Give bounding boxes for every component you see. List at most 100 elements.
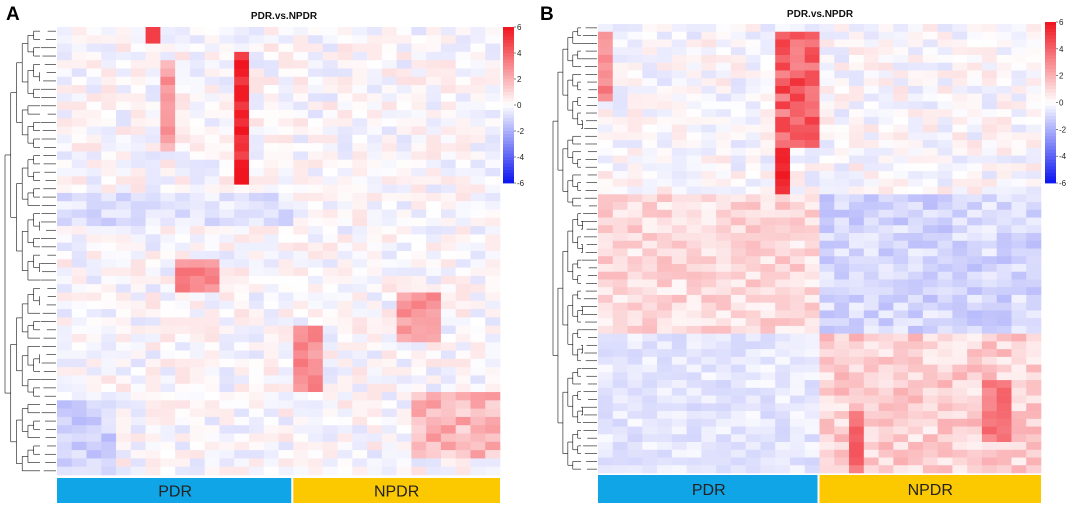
heatmap-cell [967, 271, 983, 280]
heatmap-cell [175, 93, 191, 102]
heatmap-cell [612, 287, 628, 296]
heatmap-cell [57, 400, 73, 409]
heatmap-cell [937, 318, 953, 327]
heatmap-cell [101, 209, 117, 219]
heatmap-cell [671, 310, 687, 319]
heatmap-cell [922, 54, 938, 64]
heatmap-cell [612, 202, 628, 211]
heatmap-cell [101, 292, 117, 302]
heatmap-cell [716, 163, 732, 172]
heatmap-cell [352, 458, 368, 468]
heatmap-cell [967, 124, 983, 133]
heatmap-cell [396, 400, 412, 409]
heatmap-cell [789, 70, 806, 79]
heatmap-cell [819, 155, 835, 164]
heatmap-cell [293, 309, 309, 318]
heatmap-cell [130, 151, 146, 161]
heatmap-cell [612, 279, 628, 288]
heatmap-cell [863, 356, 879, 365]
heatmap-cell [922, 155, 938, 164]
heatmap-cell [308, 367, 324, 376]
heatmap-cell [396, 267, 412, 277]
heatmap-cell [101, 242, 117, 252]
heatmap-cell [627, 434, 643, 443]
heatmap-cell [381, 60, 397, 69]
heatmap-cell [278, 450, 294, 459]
heatmap-cell [308, 342, 324, 351]
heatmap-cell [411, 168, 427, 177]
heatmap-cell [160, 441, 176, 451]
heatmap-cell [716, 442, 732, 451]
heatmap-cell [642, 411, 658, 420]
heatmap-cell [893, 163, 909, 172]
heatmap-cell [908, 279, 924, 288]
heatmap-cell [263, 392, 279, 401]
heatmap-cell [598, 194, 614, 203]
heatmap-cell [819, 434, 835, 443]
heatmap-cell [57, 325, 73, 335]
heatmap-cell [145, 342, 161, 351]
heatmap-cell [981, 116, 997, 125]
heatmap-cell [71, 342, 87, 351]
heatmap-cell [893, 356, 909, 365]
heatmap-cell [775, 101, 791, 110]
heatmap-cell [878, 178, 894, 187]
heatmap-cell [145, 300, 161, 310]
heatmap-cell [440, 68, 456, 78]
heatmap-cell [367, 35, 383, 44]
color-scale-segment [503, 69, 514, 73]
heatmap-cell [71, 51, 87, 61]
heatmap-cell [57, 267, 73, 277]
heatmap-cell [248, 43, 265, 53]
heatmap-cell [322, 259, 338, 268]
heatmap-cell [175, 43, 191, 53]
heatmap-cell [598, 449, 614, 458]
heatmap-cell [175, 275, 191, 285]
heatmap-cell [426, 342, 442, 351]
heatmap-cell [1011, 140, 1027, 149]
heatmap-cell [627, 318, 643, 327]
heatmap-cell [455, 143, 471, 152]
color-scale-segment [1045, 38, 1056, 43]
heatmap-cell [893, 294, 909, 303]
heatmap-cell [627, 271, 643, 280]
heatmap-cell [86, 201, 102, 210]
heatmap-cell [293, 441, 309, 451]
heatmap-cell [967, 426, 983, 435]
heatmap-cell [908, 124, 924, 133]
heatmap-cell [470, 333, 486, 343]
heatmap-cell [893, 333, 909, 342]
heatmap-cell [627, 93, 643, 102]
heatmap-cell [130, 317, 146, 326]
heatmap-cell [278, 60, 294, 69]
heatmap-cell [175, 259, 191, 268]
heatmap-cell [470, 458, 486, 468]
heatmap-cell [996, 457, 1012, 466]
heatmap-cell [642, 256, 658, 265]
heatmap-cell [116, 358, 132, 368]
heatmap-cell [996, 411, 1012, 420]
heatmap-cell [701, 78, 717, 87]
heatmap-cell [278, 118, 294, 127]
heatmap-cell [381, 76, 397, 86]
heatmap-cell [834, 465, 850, 474]
heatmap-cell [967, 47, 983, 56]
heatmap-cell [686, 349, 702, 358]
heatmap-cell [57, 234, 73, 244]
heatmap-cell [160, 416, 176, 426]
heatmap-cell [908, 78, 924, 87]
heatmap-cell [381, 450, 397, 459]
heatmap-cell [671, 449, 687, 458]
heatmap-cell [789, 434, 806, 443]
heatmap-cell [863, 39, 879, 48]
heatmap-cell [922, 171, 938, 180]
heatmap-cell [701, 225, 717, 234]
heatmap-cell [175, 151, 191, 161]
heatmap-cell [642, 325, 658, 334]
heatmap-cell [455, 51, 471, 61]
group-bar: PDR NPDR [57, 478, 500, 503]
heatmap-cell [337, 358, 353, 368]
heatmap-cell [686, 85, 702, 94]
heatmap-cell [789, 395, 806, 404]
